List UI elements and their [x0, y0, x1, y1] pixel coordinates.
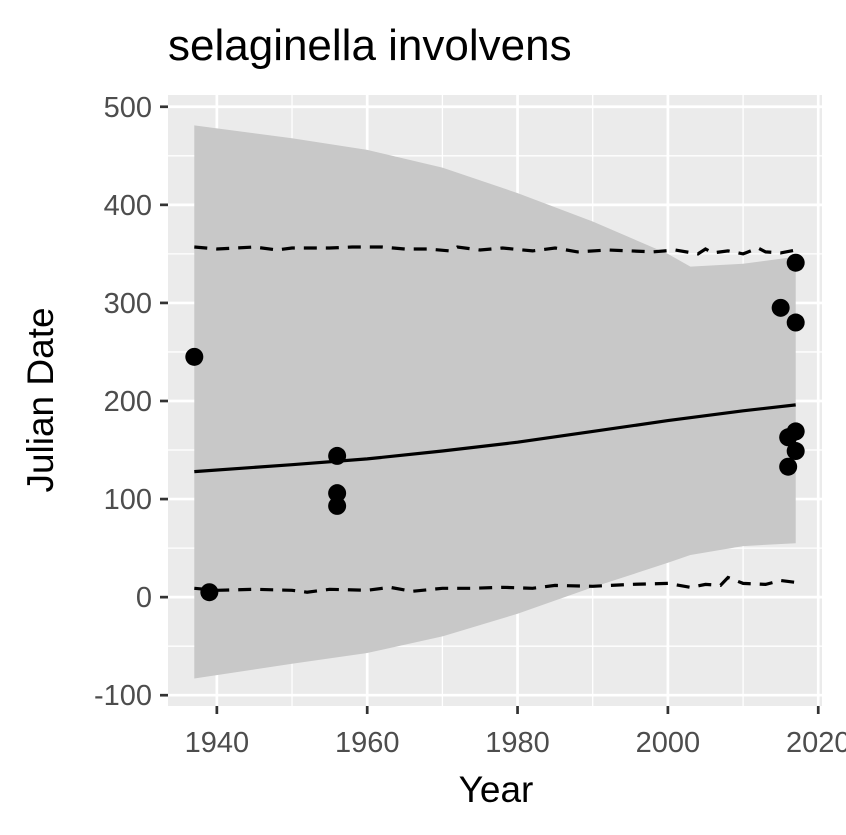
data-point: [771, 298, 790, 317]
y-tick-label: 400: [104, 190, 152, 222]
y-tick-label: -100: [94, 680, 152, 712]
confidence-ribbon: [194, 125, 796, 679]
x-axis-title: Year: [459, 769, 534, 810]
data-point: [328, 446, 347, 465]
y-tick-label: 500: [104, 92, 152, 124]
data-points: [185, 253, 805, 602]
y-tick-label: 0: [136, 582, 152, 614]
x-tick-label: 2020: [786, 727, 846, 759]
x-tick-label: 2000: [636, 727, 701, 759]
data-point: [328, 484, 347, 503]
x-tick-label: 1940: [185, 727, 250, 759]
y-axis-title: Julian Date: [20, 307, 61, 492]
y-axis: -100 0 100 200 300 400 500: [94, 92, 168, 712]
data-point: [200, 583, 219, 602]
chart-title: selaginella involvens: [168, 21, 572, 70]
trend-line: [194, 403, 796, 474]
x-tick-label: 1960: [335, 727, 400, 759]
data-point: [786, 442, 805, 461]
x-tick-label: 1980: [485, 727, 550, 759]
data-point: [185, 347, 204, 366]
data-point: [786, 422, 805, 441]
data-point: [786, 253, 805, 272]
data-point: [786, 313, 805, 332]
data-point: [328, 496, 347, 515]
data-point: [779, 457, 798, 476]
y-tick-label: 100: [104, 484, 152, 516]
y-tick-label: 300: [104, 288, 152, 320]
y-tick-label: 200: [104, 386, 152, 418]
lower-dashed-line: [194, 575, 796, 594]
x-axis: 1940 1960 1980 2000 2020: [185, 706, 846, 759]
